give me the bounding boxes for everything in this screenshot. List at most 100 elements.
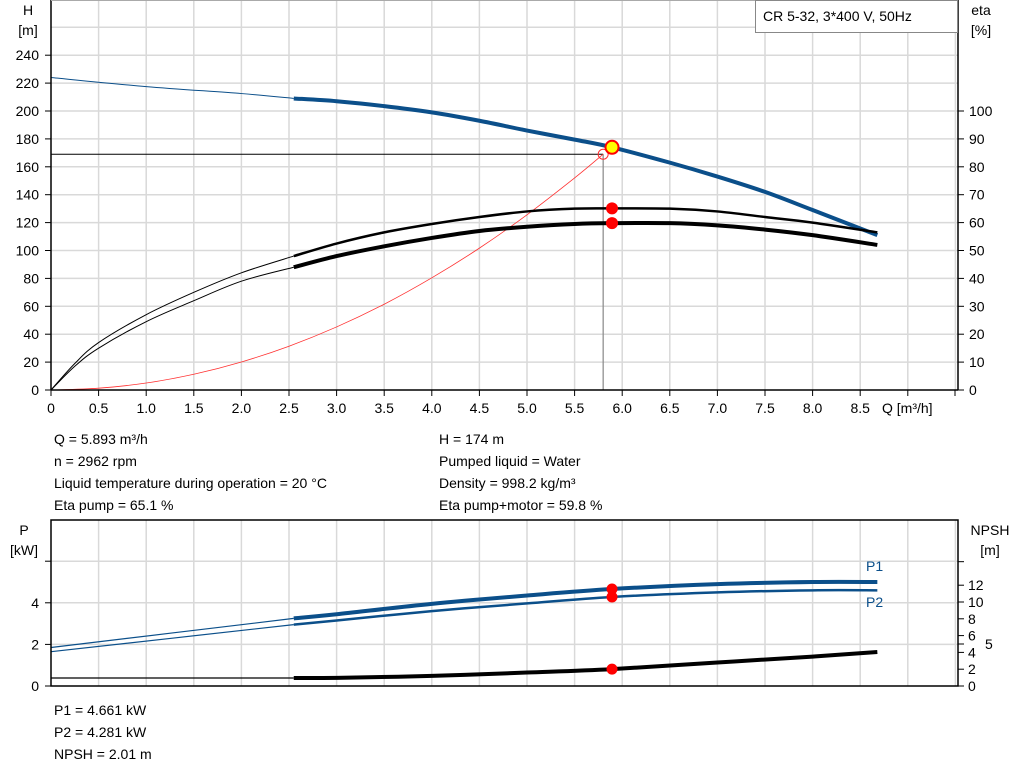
p-tick-label: 4 bbox=[31, 595, 39, 611]
npsh-tick-label: 5 bbox=[985, 636, 993, 652]
y-axis-unit: [m] bbox=[18, 22, 37, 38]
curves: P1 P2 bbox=[50, 77, 883, 681]
y2-tick-label: 30 bbox=[969, 298, 985, 314]
y2-axis-unit: [%] bbox=[971, 22, 991, 38]
y-tick-label: 80 bbox=[23, 270, 39, 286]
y-tick-label: 0 bbox=[31, 382, 39, 398]
npsh-operating-point bbox=[606, 663, 618, 675]
y-tick-label: 240 bbox=[16, 47, 40, 63]
p-tick-label: 2 bbox=[31, 636, 39, 652]
info-npsh: NPSH = 2.01 m bbox=[54, 746, 152, 762]
npsh-axis-unit: [m] bbox=[980, 542, 999, 558]
x-tick-label: 2.0 bbox=[232, 400, 252, 416]
x-tick-label: 4.0 bbox=[422, 400, 442, 416]
head-curve bbox=[293, 96, 879, 238]
npsh-tick-label: 8 bbox=[968, 611, 976, 627]
y-tick-label: 180 bbox=[16, 131, 40, 147]
x-tick-label: 6.5 bbox=[660, 400, 680, 416]
npsh-tick-label: 0 bbox=[968, 678, 976, 694]
P2-curve-extrapolated bbox=[50, 624, 294, 653]
x-tick-label: 5.5 bbox=[565, 400, 585, 416]
P1-curve-extrapolated bbox=[50, 617, 294, 649]
info-p1: P1 = 4.661 kW bbox=[54, 702, 147, 718]
P2-curve bbox=[293, 588, 878, 626]
npsh-tick-label: 6 bbox=[968, 628, 976, 644]
P1-curve bbox=[293, 579, 878, 621]
x-tick-label: 7.5 bbox=[755, 400, 775, 416]
x-tick-label: 3.5 bbox=[374, 400, 394, 416]
info-q: Q = 5.893 m³/h bbox=[54, 431, 148, 447]
info-n: n = 2962 rpm bbox=[54, 453, 137, 469]
x-tick-label: 1.5 bbox=[184, 400, 204, 416]
y-tick-label: 140 bbox=[16, 187, 40, 203]
x-axis-label: Q [m³/h] bbox=[882, 400, 933, 416]
npsh-tick-label: 10 bbox=[968, 594, 984, 610]
eta-operating-point bbox=[606, 217, 619, 230]
y2-tick-label: 10 bbox=[969, 354, 985, 370]
y2-tick-label: 0 bbox=[969, 382, 977, 398]
info-bottom: P1 = 4.661 kW P2 = 4.281 kW NPSH = 2.01 … bbox=[54, 699, 152, 765]
info-temperature: Liquid temperature during operation = 20… bbox=[54, 475, 327, 491]
info-p2: P2 = 4.281 kW bbox=[54, 724, 147, 740]
NPSH-curve bbox=[293, 649, 878, 681]
y2-tick-label: 80 bbox=[969, 159, 985, 175]
y-tick-label: 120 bbox=[16, 215, 40, 231]
info-h: H = 174 m bbox=[439, 431, 504, 447]
x-tick-label: 4.5 bbox=[470, 400, 490, 416]
eta_pump-curve bbox=[293, 207, 878, 258]
y-axis-label: H bbox=[23, 2, 33, 18]
eta_pump_motor-curve bbox=[293, 220, 878, 270]
x-tick-label: 2.5 bbox=[279, 400, 299, 416]
eta_pump_motor-curve-extrapolated bbox=[50, 266, 294, 391]
bottom-chart-grid bbox=[51, 520, 958, 686]
x-tick-label: 8.5 bbox=[850, 400, 870, 416]
eta-operating-point bbox=[606, 202, 619, 215]
npsh-axis-label: NPSH bbox=[971, 522, 1010, 538]
x-tick-label: 8.0 bbox=[803, 400, 823, 416]
info-liquid: Pumped liquid = Water bbox=[439, 453, 581, 469]
x-tick-label: 0.5 bbox=[89, 400, 109, 416]
x-tick-label: 7.0 bbox=[708, 400, 728, 416]
y2-tick-label: 70 bbox=[969, 187, 985, 203]
y2-axis-label: eta bbox=[971, 2, 991, 18]
p-axis-unit: [kW] bbox=[10, 542, 38, 558]
y-tick-label: 60 bbox=[23, 298, 39, 314]
x-tick-label: 6.0 bbox=[612, 400, 632, 416]
axes: 0204060801001201401601802002202400102030… bbox=[10, 0, 1009, 694]
legend-text: CR 5-32, 3*400 V, 50Hz bbox=[763, 8, 912, 24]
y2-tick-label: 40 bbox=[969, 270, 985, 286]
x-tick-label: 3.0 bbox=[327, 400, 347, 416]
y2-tick-label: 50 bbox=[969, 243, 985, 259]
info-right: H = 174 m Pumped liquid = Water Density … bbox=[439, 428, 602, 516]
legend-frame bbox=[755, 0, 958, 33]
y-tick-label: 160 bbox=[16, 159, 40, 175]
p2-series-label: P2 bbox=[866, 594, 883, 610]
p1-operating-point bbox=[606, 583, 618, 595]
p2-operating-point bbox=[606, 591, 618, 603]
npsh-tick-label: 12 bbox=[968, 577, 984, 593]
y2-tick-label: 100 bbox=[969, 103, 993, 119]
head-curve-extrapolated bbox=[50, 77, 294, 99]
legend-box: CR 5-32, 3*400 V, 50Hz bbox=[755, 0, 958, 33]
p1-series-label: P1 bbox=[866, 558, 883, 574]
info-left: Q = 5.893 m³/h n = 2962 rpm Liquid tempe… bbox=[54, 428, 327, 516]
x-tick-label: 5.0 bbox=[517, 400, 537, 416]
x-tick-label: 1.0 bbox=[136, 400, 156, 416]
y-tick-label: 200 bbox=[16, 103, 40, 119]
p-tick-label: 0 bbox=[31, 678, 39, 694]
npsh-tick-label: 4 bbox=[968, 644, 976, 660]
info-eta-pump: Eta pump = 65.1 % bbox=[54, 497, 174, 513]
system_curve-curve-extrapolated bbox=[50, 153, 604, 391]
y-tick-label: 20 bbox=[23, 354, 39, 370]
eta_pump-curve-extrapolated bbox=[50, 255, 294, 391]
y2-tick-label: 20 bbox=[969, 326, 985, 342]
y-tick-label: 40 bbox=[23, 326, 39, 342]
info-density: Density = 998.2 kg/m³ bbox=[439, 475, 576, 491]
y-tick-label: 100 bbox=[16, 243, 40, 259]
y2-tick-label: 90 bbox=[969, 131, 985, 147]
y2-tick-label: 60 bbox=[969, 215, 985, 231]
npsh-tick-label: 2 bbox=[968, 661, 976, 677]
info-eta-pump-motor: Eta pump+motor = 59.8 % bbox=[439, 497, 603, 513]
requested-point bbox=[597, 148, 609, 160]
